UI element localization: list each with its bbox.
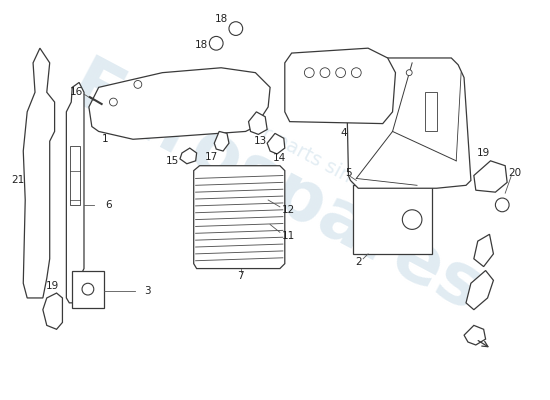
Polygon shape xyxy=(267,133,285,154)
Text: 20: 20 xyxy=(508,168,521,178)
Polygon shape xyxy=(23,48,54,298)
Polygon shape xyxy=(43,293,63,329)
Circle shape xyxy=(351,68,361,78)
Text: 6: 6 xyxy=(105,200,112,210)
Text: 17: 17 xyxy=(205,152,218,162)
Text: 19: 19 xyxy=(46,281,59,291)
Text: 5: 5 xyxy=(345,168,352,178)
Polygon shape xyxy=(466,270,493,310)
Polygon shape xyxy=(346,58,471,188)
Text: 7: 7 xyxy=(238,272,244,282)
Polygon shape xyxy=(67,82,84,303)
Text: 3: 3 xyxy=(144,286,151,296)
Text: a passion for parts since 1989: a passion for parts since 1989 xyxy=(155,68,424,224)
Polygon shape xyxy=(464,325,486,345)
Circle shape xyxy=(403,210,422,229)
Text: 11: 11 xyxy=(282,231,295,241)
Circle shape xyxy=(320,68,330,78)
Text: 2: 2 xyxy=(355,257,361,267)
Polygon shape xyxy=(353,185,432,254)
Text: 15: 15 xyxy=(166,156,179,166)
Text: 13: 13 xyxy=(254,136,267,146)
Text: 16: 16 xyxy=(69,87,83,97)
Circle shape xyxy=(496,198,509,212)
Polygon shape xyxy=(249,112,267,134)
Text: 4: 4 xyxy=(340,128,347,138)
Circle shape xyxy=(82,283,94,295)
Circle shape xyxy=(109,98,117,106)
Text: 18: 18 xyxy=(195,40,208,50)
Circle shape xyxy=(210,36,223,50)
Polygon shape xyxy=(425,92,437,132)
Circle shape xyxy=(406,70,412,76)
Polygon shape xyxy=(194,166,285,268)
Circle shape xyxy=(134,80,142,88)
Text: Eurospares: Eurospares xyxy=(57,52,493,328)
Text: 19: 19 xyxy=(477,148,490,158)
Polygon shape xyxy=(70,146,80,205)
Polygon shape xyxy=(89,68,270,139)
Polygon shape xyxy=(180,148,197,164)
Text: 1: 1 xyxy=(102,134,109,144)
Circle shape xyxy=(336,68,345,78)
Polygon shape xyxy=(474,234,493,267)
Circle shape xyxy=(304,68,314,78)
Text: 12: 12 xyxy=(282,205,295,215)
Circle shape xyxy=(229,22,243,36)
Polygon shape xyxy=(474,161,507,192)
Polygon shape xyxy=(285,48,395,124)
Text: 18: 18 xyxy=(214,14,228,24)
Polygon shape xyxy=(214,132,229,151)
Text: 21: 21 xyxy=(11,176,24,186)
Polygon shape xyxy=(72,270,103,308)
Text: 14: 14 xyxy=(273,153,287,163)
